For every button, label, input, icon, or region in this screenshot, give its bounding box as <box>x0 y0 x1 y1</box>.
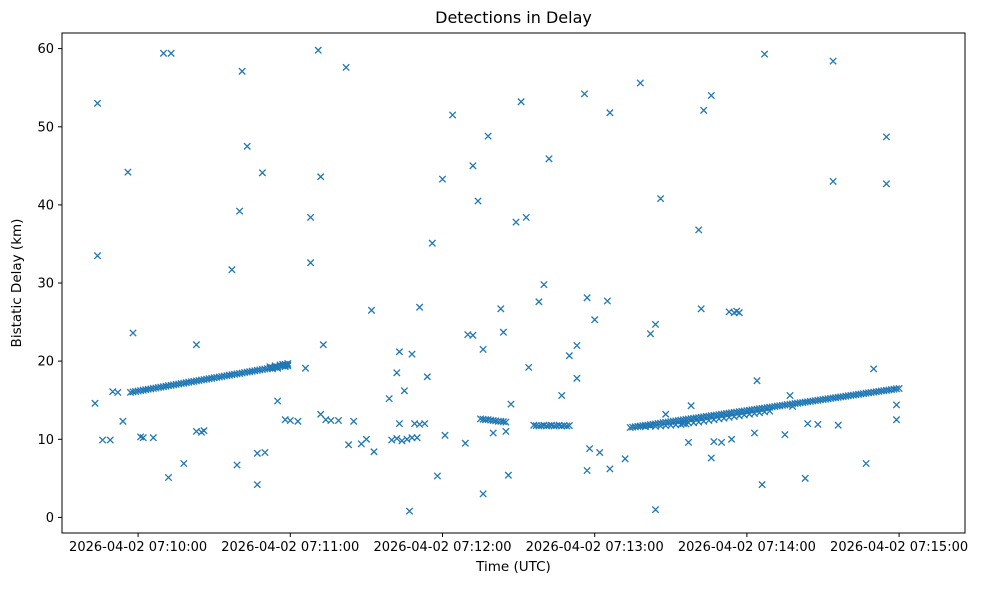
x-tick-label: 2026-04-02 07:12:00 <box>373 540 511 555</box>
x-tick-label: 2026-04-02 07:10:00 <box>69 540 207 555</box>
y-tick-label: 20 <box>37 355 54 370</box>
chart-title: Detections in Delay <box>435 8 592 27</box>
x-tick-label: 2026-04-02 07:13:00 <box>526 540 664 555</box>
x-tick-label: 2026-04-02 07:15:00 <box>830 540 968 555</box>
y-tick-label: 0 <box>46 511 54 526</box>
plot-border <box>61 32 966 534</box>
x-tick-label: 2026-04-02 07:11:00 <box>221 540 359 555</box>
scatter-series <box>91 46 903 515</box>
y-tick-label: 60 <box>37 42 54 57</box>
y-tick-label: 10 <box>37 433 54 448</box>
y-tick-label: 30 <box>37 277 54 292</box>
y-axis-label: Bistatic Delay (km) <box>9 218 25 348</box>
y-tick-label: 50 <box>37 120 54 135</box>
x-tick-label: 2026-04-02 07:14:00 <box>678 540 816 555</box>
x-axis-label: Time (UTC) <box>476 559 551 575</box>
y-tick-label: 40 <box>37 198 54 213</box>
